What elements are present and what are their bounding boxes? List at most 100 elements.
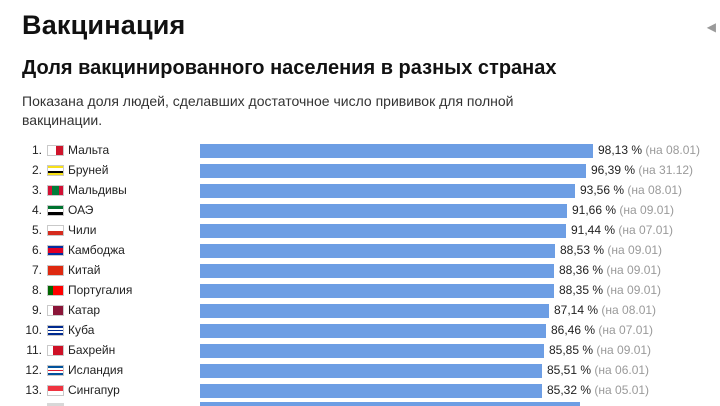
- country-label: Китай: [68, 263, 101, 277]
- country-label: Бахрейн: [68, 343, 116, 357]
- value-label: 85,51 % (на 06.01): [547, 363, 649, 377]
- chart-row: 3. Мальдивы 93,56 % (на 08.01): [0, 181, 720, 201]
- bar: [200, 244, 555, 258]
- bar: [200, 384, 542, 398]
- chart-row: 12. Исландия 85,51 % (на 06.01): [0, 361, 720, 381]
- bar: [200, 324, 546, 338]
- value-label: 87,14 % (на 08.01): [554, 303, 656, 317]
- value-number: 91,44 %: [571, 223, 616, 237]
- value-label: 88,53 % (на 09.01): [560, 243, 662, 257]
- country-flag-icon: [47, 385, 64, 396]
- country-label: Куба: [68, 323, 95, 337]
- country-flag-icon: [47, 285, 64, 296]
- chart-row: 11. Бахрейн 85,85 % (на 09.01): [0, 341, 720, 361]
- value-number: 88,53 %: [560, 243, 605, 257]
- country-label: Мальта: [68, 143, 110, 157]
- row-rank: 10.: [25, 323, 42, 337]
- country-label: Катар: [68, 303, 101, 317]
- value-date: (на 09.01): [606, 263, 662, 277]
- bar: [200, 344, 544, 358]
- country-flag-icon: [47, 225, 64, 236]
- chart-row: 5. Чили 91,44 % (на 07.01): [0, 221, 720, 241]
- value-number: 86,46 %: [551, 323, 596, 337]
- row-rank: 13.: [25, 383, 42, 397]
- row-rank: 8.: [31, 283, 42, 297]
- value-number: 85,32 %: [547, 383, 592, 397]
- row-rank: 7.: [31, 263, 42, 277]
- chart-row: 1. Мальта 98,13 % (на 08.01): [0, 141, 720, 161]
- chart-row: 4. ОАЭ 91,66 % (на 09.01): [0, 201, 720, 221]
- country-label: ОАЭ: [68, 203, 94, 217]
- bar: [200, 204, 567, 218]
- country-flag-icon: [47, 345, 64, 356]
- country-label: Португалия: [68, 283, 133, 297]
- country-label: Сингапур: [68, 383, 120, 397]
- value-date: (на 31.12): [638, 163, 694, 177]
- value-number: 85,51 %: [547, 363, 592, 377]
- value-date: (на 08.01): [645, 143, 701, 157]
- value-label: 98,13 % (на 08.01): [598, 143, 700, 157]
- value-label: 88,36 % (на 09.01): [559, 263, 661, 277]
- value-date: (на 08.01): [627, 183, 683, 197]
- value-number: 98,13 %: [598, 143, 643, 157]
- country-label: Бруней: [68, 163, 109, 177]
- value-date: (на 09.01): [606, 283, 662, 297]
- bar: [200, 364, 542, 378]
- value-label: 93,56 % (на 08.01): [580, 183, 682, 197]
- value-date: (на 07.01): [598, 323, 654, 337]
- chart-subtitle: Показана доля людей, сделавших достаточн…: [22, 93, 514, 128]
- country-flag-icon: [47, 365, 64, 376]
- value-date: (на 09.01): [607, 243, 663, 257]
- chart-row: 9. Катар 87,14 % (на 08.01): [0, 301, 720, 321]
- chart-row: 6. Камбоджа 88,53 % (на 09.01): [0, 241, 720, 261]
- country-flag-icon: [47, 205, 64, 216]
- value-number: 91,66 %: [572, 203, 617, 217]
- country-label: Исландия: [68, 363, 124, 377]
- bar: [200, 224, 566, 238]
- row-rank: 2.: [31, 163, 42, 177]
- value-label: 88,35 % (на 09.01): [559, 283, 661, 297]
- value-label: 91,66 % (на 09.01): [572, 203, 674, 217]
- country-flag-icon: [47, 145, 64, 156]
- country-flag-icon: [47, 265, 64, 276]
- value-date: (на 05.01): [594, 383, 650, 397]
- row-rank: 4.: [31, 203, 42, 217]
- chart-row: 13. Сингапур 85,32 % (на 05.01): [0, 381, 720, 401]
- value-number: 93,56 %: [580, 183, 625, 197]
- partial-row-bar: [200, 402, 580, 406]
- value-number: 87,14 %: [554, 303, 599, 317]
- value-date: (на 09.01): [619, 203, 675, 217]
- row-rank: 12.: [25, 363, 42, 377]
- bar: [200, 284, 554, 298]
- country-flag-icon: [47, 185, 64, 196]
- bar: [200, 144, 593, 158]
- row-rank: 3.: [31, 183, 42, 197]
- chart-row: 7. Китай 88,36 % (на 09.01): [0, 261, 720, 281]
- partial-row-flag: [47, 403, 64, 406]
- row-rank: 6.: [31, 243, 42, 257]
- value-date: (на 07.01): [618, 223, 674, 237]
- bar: [200, 304, 549, 318]
- value-number: 88,36 %: [559, 263, 604, 277]
- country-flag-icon: [47, 165, 64, 176]
- country-flag-icon: [47, 245, 64, 256]
- value-number: 88,35 %: [559, 283, 604, 297]
- row-rank: 1.: [31, 143, 42, 157]
- country-flag-icon: [47, 305, 64, 316]
- bar: [200, 184, 575, 198]
- value-date: (на 09.01): [596, 343, 652, 357]
- row-rank: 9.: [31, 303, 42, 317]
- bar: [200, 264, 554, 278]
- value-number: 96,39 %: [591, 163, 636, 177]
- country-flag-icon: [47, 325, 64, 336]
- share-icon[interactable]: ◀: [706, 20, 716, 34]
- value-label: 96,39 % (на 31.12): [591, 163, 693, 177]
- chart-row: 10. Куба 86,46 % (на 07.01): [0, 321, 720, 341]
- country-label: Камбоджа: [68, 243, 125, 257]
- country-label: Чили: [68, 223, 97, 237]
- value-label: 86,46 % (на 07.01): [551, 323, 653, 337]
- country-label: Мальдивы: [68, 183, 127, 197]
- value-date: (на 06.01): [594, 363, 650, 377]
- page-title: Вакцинация: [22, 10, 186, 40]
- value-number: 85,85 %: [549, 343, 594, 357]
